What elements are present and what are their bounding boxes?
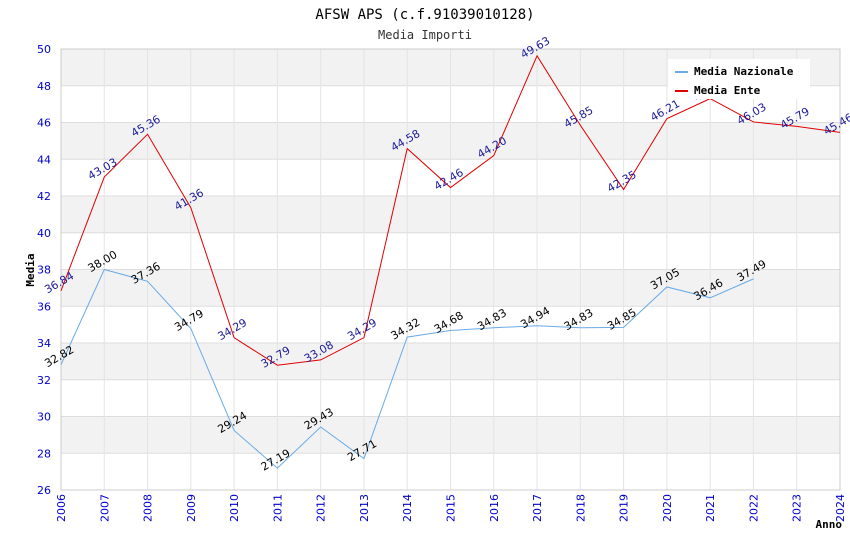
legend: Media Nazionale Media Ente	[668, 59, 810, 99]
x-tick-label: 2018	[574, 494, 587, 522]
legend-label-media-nazionale: Media Nazionale	[694, 65, 794, 78]
chart-title: AFSW APS (c.f.91039010128)	[315, 7, 534, 23]
y-axis-label: Media	[24, 253, 37, 286]
x-tick-label: 2006	[55, 494, 68, 522]
x-tick-label: 2021	[704, 494, 717, 522]
x-tick-label: 2022	[747, 494, 760, 522]
x-tick-label: 2019	[618, 494, 631, 522]
chart-subtitle: Media Importi	[378, 28, 472, 42]
x-tick-label: 2014	[401, 494, 414, 522]
y-tick-label: 42	[37, 190, 51, 203]
y-tick-label: 40	[37, 227, 51, 240]
plot-frame	[60, 48, 841, 491]
y-tick-label: 28	[37, 447, 51, 460]
x-tick-label: 2015	[445, 494, 458, 522]
series-line-media-nazionale	[60, 268, 754, 469]
x-tick-label: 2007	[98, 494, 111, 522]
y-tick-label: 46	[37, 117, 51, 130]
x-tick-label: 2024	[834, 494, 847, 522]
x-tick-label: 2012	[315, 494, 328, 522]
x-tick-label: 2016	[488, 494, 501, 522]
y-tick-label: 34	[37, 337, 51, 350]
x-tick-label: 2017	[531, 494, 544, 522]
legend-box	[668, 59, 810, 99]
x-tick-label: 2010	[228, 494, 241, 522]
legend-label-media-ente: Media Ente	[694, 84, 761, 97]
x-tick-label: 2020	[661, 494, 674, 522]
y-tick-label: 38	[37, 264, 51, 277]
x-tick-label: 2011	[271, 494, 284, 522]
y-tick-label: 32	[37, 374, 51, 387]
y-tick-label: 48	[37, 80, 51, 93]
y-tick-label: 36	[37, 300, 51, 313]
x-tick-label: 2008	[142, 494, 155, 522]
x-tick-label: 2009	[185, 494, 198, 522]
y-tick-label: 50	[37, 43, 51, 56]
y-tick-label: 30	[37, 411, 51, 424]
y-tick-label: 26	[37, 484, 51, 497]
x-axis-label: Anno	[816, 518, 843, 531]
x-tick-label: 2013	[358, 494, 371, 522]
y-tick-label: 44	[37, 153, 51, 166]
x-tick-label: 2023	[791, 494, 804, 522]
